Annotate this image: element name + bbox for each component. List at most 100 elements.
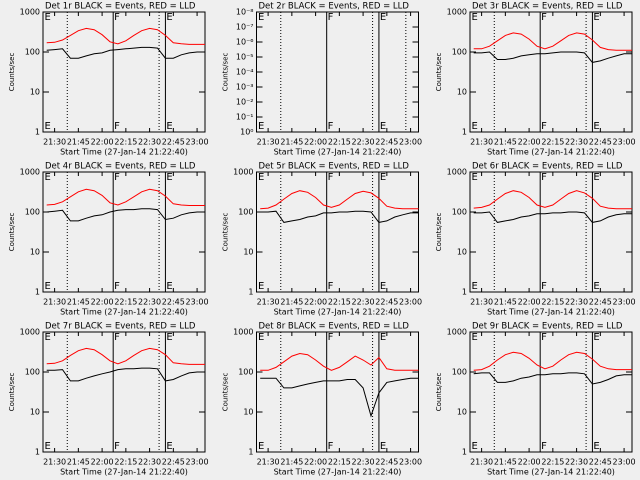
marker-label: E	[258, 172, 264, 183]
x-axis-label: Start Time (27-Jan-14 21:22:40)	[274, 468, 402, 477]
x-tick-label: 22:00	[304, 458, 327, 467]
x-axis-label: Start Time (27-Jan-14 21:22:40)	[487, 308, 615, 317]
marker-label: E	[45, 12, 51, 23]
series-line	[260, 377, 419, 418]
marker-label: E	[166, 12, 172, 23]
y-tick-label: 10⁻⁸	[236, 8, 254, 17]
x-axis-label: Start Time (27-Jan-14 21:22:40)	[274, 308, 402, 317]
series-line	[473, 32, 632, 51]
marker-label: E	[258, 441, 264, 452]
x-tick-label: 21:30	[257, 458, 280, 467]
y-tick-label: 1000	[20, 168, 40, 177]
x-tick-label: 21:45	[494, 458, 517, 467]
y-tick-label: 10	[457, 408, 467, 417]
marker-label: E	[258, 332, 264, 343]
marker-label: E	[380, 281, 386, 292]
panel: Det 2r BLACK = Events, RED = LLD Start Ti…	[222, 2, 423, 157]
series-line	[473, 51, 632, 63]
chart-title: Det 6r BLACK = Events, RED = LLD	[472, 162, 623, 172]
y-axis-label: Counts/sec	[435, 53, 443, 92]
x-tick-label: 22:30	[352, 298, 375, 307]
series-line	[46, 188, 205, 206]
plot-frame	[256, 331, 419, 453]
y-tick-label: 10	[30, 88, 40, 97]
x-tick-label: 23:00	[186, 458, 209, 467]
y-tick-label: 1	[248, 448, 253, 457]
y-tick-label: 100	[25, 368, 40, 377]
marker-label: E	[258, 281, 264, 292]
marker-label: E	[472, 441, 478, 452]
marker-label: F	[541, 332, 547, 343]
x-tick-label: 22:30	[138, 138, 161, 147]
y-axis-label: Counts/sec	[8, 373, 16, 412]
x-tick-label: 22:30	[352, 458, 375, 467]
y-tick-label: 10	[243, 408, 253, 417]
y-tick-label: 10⁻⁶	[236, 38, 254, 47]
series-line	[46, 347, 205, 365]
plot-frame	[42, 11, 206, 133]
y-tick-label: 10	[30, 408, 40, 417]
x-tick-label: 22:15	[114, 458, 137, 467]
y-tick-label: 10⁻⁷	[236, 23, 254, 32]
series-line	[46, 208, 205, 222]
y-tick-label: 1	[462, 288, 467, 297]
x-tick-label: 23:00	[399, 138, 422, 147]
marker-label: E	[593, 441, 599, 452]
chart-title: Det 4r BLACK = Events, RED = LLD	[45, 162, 196, 172]
y-tick-label: 1	[462, 448, 467, 457]
plot-frame	[469, 171, 633, 293]
y-tick-label: 100	[452, 208, 467, 217]
x-tick-label: 21:45	[494, 138, 517, 147]
y-axis-label: Counts/sec	[222, 53, 230, 92]
y-tick-label: 1000	[447, 328, 467, 337]
y-tick-label: 100	[238, 208, 253, 217]
panel: Det 7r BLACK = Events, RED = LLD Start Ti…	[8, 322, 209, 477]
x-axis-label: Start Time (27-Jan-14 21:22:40)	[60, 308, 188, 317]
y-tick-label: 10	[30, 248, 40, 257]
x-tick-label: 22:45	[589, 138, 612, 147]
y-tick-label: 10⁻³	[236, 83, 254, 92]
chart-title: Det 3r BLACK = Events, RED = LLD	[472, 2, 623, 12]
x-axis-label: Start Time (27-Jan-14 21:22:40)	[60, 148, 188, 157]
x-tick-label: 22:45	[589, 298, 612, 307]
x-tick-label: 22:15	[541, 138, 564, 147]
x-tick-label: 22:45	[162, 458, 185, 467]
marker-label: E	[45, 441, 51, 452]
marker-label: E	[258, 121, 264, 132]
series-line	[473, 190, 632, 210]
chart-title: Det 1r BLACK = Events, RED = LLD	[45, 2, 196, 12]
marker-label: E	[166, 121, 172, 132]
plot-frame	[42, 171, 206, 293]
marker-label: E	[166, 441, 172, 452]
marker-label: F	[541, 281, 547, 292]
x-tick-label: 21:45	[67, 458, 90, 467]
x-tick-label: 21:30	[470, 458, 493, 467]
marker-label: F	[114, 332, 120, 343]
plot-frame	[469, 11, 633, 133]
x-tick-label: 23:00	[186, 298, 209, 307]
marker-label: F	[328, 12, 334, 23]
x-tick-label: 22:45	[589, 458, 612, 467]
series-line	[46, 46, 205, 59]
y-tick-label: 10⁻⁵	[236, 53, 254, 62]
x-tick-label: 23:00	[613, 458, 636, 467]
x-axis-label: Start Time (27-Jan-14 21:22:40)	[274, 148, 402, 157]
marker-label: E	[472, 12, 478, 23]
panel: Det 8r BLACK = Events, RED = LLD Start Ti…	[222, 322, 423, 477]
series-line	[473, 351, 632, 371]
marker-label: F	[328, 332, 334, 343]
y-tick-label: 1	[35, 448, 40, 457]
y-tick-label: 1	[35, 128, 40, 137]
y-tick-label: 100	[452, 368, 467, 377]
x-tick-label: 21:45	[67, 298, 90, 307]
marker-label: E	[593, 281, 599, 292]
y-tick-label: 1	[35, 288, 40, 297]
y-tick-label: 10⁻⁴	[236, 68, 254, 77]
panel: Det 1r BLACK = Events, RED = LLD Start Ti…	[8, 2, 209, 157]
panel: Det 5r BLACK = Events, RED = LLD Start Ti…	[222, 162, 423, 317]
x-tick-label: 23:00	[613, 138, 636, 147]
marker-label: F	[541, 441, 547, 452]
marker-label: E	[166, 332, 172, 343]
marker-label: E	[472, 121, 478, 132]
chart-title: Det 7r BLACK = Events, RED = LLD	[45, 322, 196, 332]
